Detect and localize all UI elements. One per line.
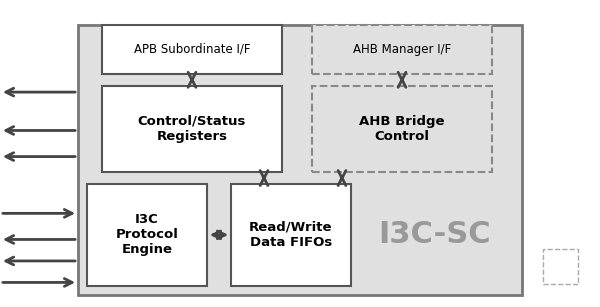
Text: Control/Status
Registers: Control/Status Registers — [138, 115, 246, 143]
FancyBboxPatch shape — [87, 184, 207, 286]
Text: AHB Manager I/F: AHB Manager I/F — [353, 43, 451, 56]
FancyBboxPatch shape — [312, 86, 492, 172]
Text: I3C
Protocol
Engine: I3C Protocol Engine — [116, 213, 178, 256]
Text: I3C-SC: I3C-SC — [379, 220, 491, 249]
FancyBboxPatch shape — [231, 184, 351, 286]
FancyBboxPatch shape — [543, 249, 578, 284]
FancyBboxPatch shape — [102, 86, 282, 172]
Text: AHB Bridge
Control: AHB Bridge Control — [359, 115, 445, 143]
Text: Read/Write
Data FIFOs: Read/Write Data FIFOs — [249, 221, 333, 249]
FancyBboxPatch shape — [102, 25, 282, 74]
FancyBboxPatch shape — [78, 25, 522, 295]
Text: APB Subordinate I/F: APB Subordinate I/F — [134, 43, 250, 56]
FancyBboxPatch shape — [312, 25, 492, 74]
